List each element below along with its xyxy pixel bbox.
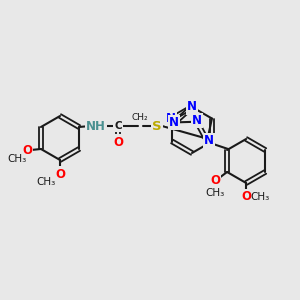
- Text: O: O: [22, 143, 32, 157]
- Text: CH₂: CH₂: [132, 113, 148, 122]
- Text: N: N: [192, 114, 202, 127]
- Text: N: N: [166, 112, 176, 125]
- Text: O: O: [113, 136, 123, 148]
- Text: CH₃: CH₃: [250, 192, 270, 202]
- Text: N: N: [169, 116, 179, 129]
- Text: CH₃: CH₃: [36, 177, 56, 187]
- Text: S: S: [152, 119, 162, 133]
- Text: O: O: [241, 190, 251, 203]
- Text: C: C: [114, 121, 122, 131]
- Text: O: O: [210, 175, 220, 188]
- Text: N: N: [187, 100, 197, 113]
- Text: CH₃: CH₃: [206, 188, 225, 198]
- Text: NH: NH: [86, 119, 106, 133]
- Text: N: N: [204, 134, 214, 148]
- Text: O: O: [55, 167, 65, 181]
- Text: CH₃: CH₃: [7, 154, 27, 164]
